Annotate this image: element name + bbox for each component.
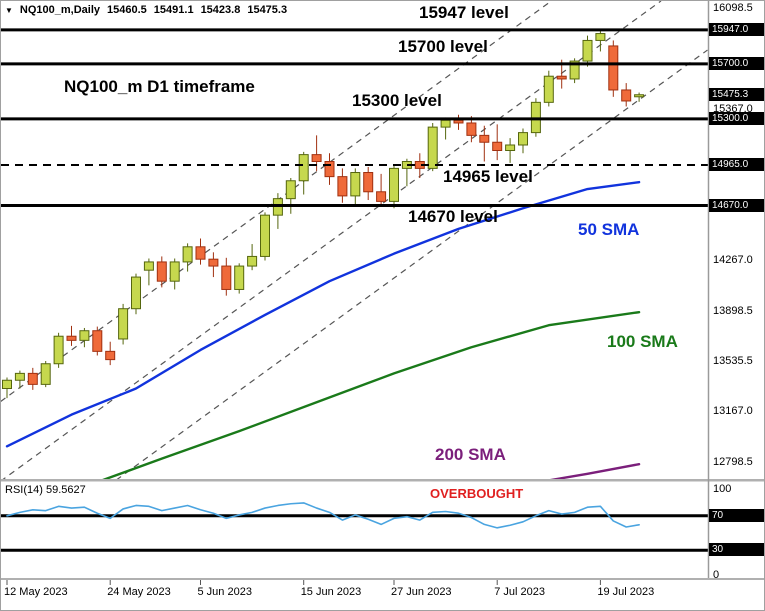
annotation-level-15300: 15300 level <box>352 91 442 110</box>
candle <box>582 39 593 62</box>
candle <box>66 335 77 341</box>
candle <box>2 379 12 390</box>
price-tick-13167.0: 13167.0 <box>713 405 753 418</box>
sma-200-line <box>549 462 641 479</box>
price-tick-16098.5: 16098.5 <box>713 2 753 14</box>
price-tick-12798.5: 12798.5 <box>713 456 753 468</box>
candle <box>505 144 516 151</box>
rsi-line <box>6 502 640 529</box>
candle <box>518 132 528 146</box>
candle <box>621 89 632 102</box>
candle <box>363 172 374 193</box>
annotation-level-14670: 14670 level <box>408 207 498 226</box>
rsi-badge-70: 70 <box>709 508 764 522</box>
candle <box>453 119 464 124</box>
trendline[interactable] <box>1 1 662 481</box>
annotation-overbought: OVERBOUGHT <box>430 486 524 501</box>
candle <box>427 126 438 169</box>
candle <box>27 372 38 385</box>
candle <box>105 350 116 361</box>
annotation-timeframe: NQ100_m D1 timeframe <box>64 77 255 96</box>
candle <box>608 45 619 91</box>
low-value: 15423.8 <box>200 4 241 16</box>
annotation-sma100: 100 SMA <box>607 332 678 351</box>
symbol-info-bar: ▼ NQ100_m,Daily 15460.5 15491.1 15423.8 … <box>5 4 287 16</box>
price-badge-15475.3: 15475.3 <box>709 87 764 101</box>
annotation-level-15700: 15700 level <box>398 37 488 56</box>
candle <box>143 261 154 271</box>
candle <box>298 154 309 182</box>
symbol-timeframe-label: NQ100_m,Daily <box>19 4 101 16</box>
candle <box>221 265 232 290</box>
candle <box>543 75 554 103</box>
panel-bottom-border <box>1 578 764 580</box>
annotation-level-14965: 14965 level <box>443 167 533 186</box>
price-badge-15947.0: 15947.0 <box>709 22 764 36</box>
price-badge-14670.0: 14670.0 <box>709 198 764 212</box>
candle <box>440 119 451 128</box>
price-tick-13535.5: 13535.5 <box>713 354 753 367</box>
candle <box>285 180 296 200</box>
candle <box>466 122 477 136</box>
candle <box>53 335 64 365</box>
candle <box>311 154 322 163</box>
candle <box>195 246 206 260</box>
rsi-tick-100: 100 <box>713 483 732 495</box>
candle <box>182 246 193 263</box>
rsi-tick-0: 0 <box>713 569 720 581</box>
candle <box>208 258 219 267</box>
candle <box>247 255 258 267</box>
annotation-sma50: 50 SMA <box>578 220 640 239</box>
panel-splitter[interactable] <box>1 479 765 482</box>
rsi-plot <box>1 502 708 552</box>
candle <box>569 60 580 80</box>
candle <box>234 265 245 290</box>
price-badge-14965.0: 14965.0 <box>709 157 764 171</box>
candle <box>556 75 567 80</box>
candle <box>169 261 180 282</box>
price-badge-15700.0: 15700.0 <box>709 56 764 70</box>
candle <box>40 363 51 385</box>
close-value: 15475.3 <box>247 4 288 16</box>
annotation-level-15947: 15947 level <box>419 3 509 22</box>
candle <box>324 161 335 178</box>
candle <box>92 330 103 352</box>
candle <box>595 33 606 41</box>
price-badge-15300.0: 15300.0 <box>709 111 764 125</box>
main-plot <box>1 1 708 564</box>
candle <box>79 330 90 341</box>
candle <box>634 94 645 98</box>
candle <box>337 176 348 197</box>
candle <box>131 276 141 310</box>
sma-50-line <box>5 180 641 448</box>
price-tick-13898.5: 13898.5 <box>713 304 753 317</box>
candle <box>156 261 167 282</box>
rsi-badge-30: 30 <box>709 543 764 557</box>
candle <box>118 308 129 340</box>
candle <box>492 141 503 151</box>
high-value: 15491.1 <box>153 4 194 16</box>
trendline[interactable] <box>1 49 708 564</box>
candle <box>479 134 490 143</box>
rsi-indicator-label: RSI(14) 59.5627 <box>5 484 86 496</box>
price-axis[interactable]: 16098.5 15947.0 15700.0 15475.3 15367.0 15300… <box>709 1 764 581</box>
price-tick-14267.0: 14267.0 <box>713 253 753 266</box>
candle <box>260 214 270 257</box>
candle <box>389 167 399 202</box>
open-value: 15460.5 <box>107 4 147 16</box>
candle <box>350 172 361 197</box>
candle <box>376 191 387 202</box>
sma-100-line <box>102 310 641 479</box>
annotation-sma200: 200 SMA <box>435 445 506 464</box>
price-tick-15367.0: 15367.0 <box>713 102 753 115</box>
symbol-dropdown-icon[interactable]: ▼ <box>5 5 13 15</box>
candle <box>14 372 25 381</box>
